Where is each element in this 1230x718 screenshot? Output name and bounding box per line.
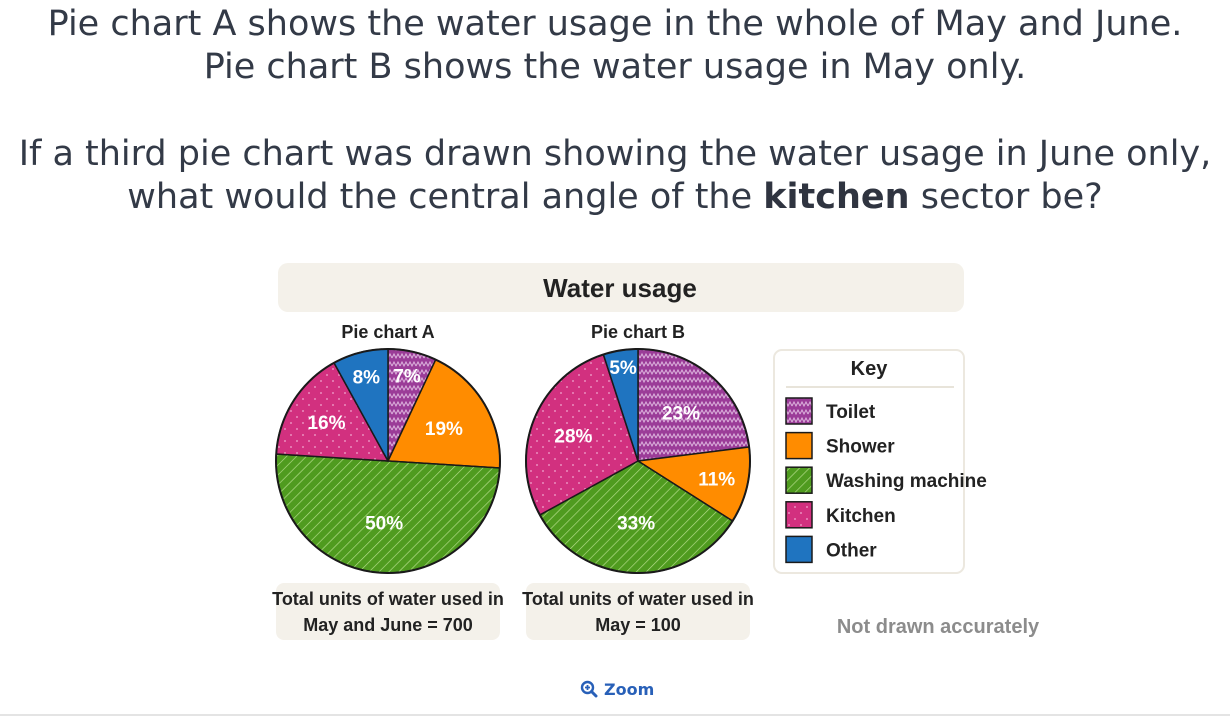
question-line-2: Pie chart B shows the water usage in May…	[203, 47, 1027, 87]
pie-a-label-washing-machine: 50%	[365, 514, 403, 535]
pie-a-outline	[275, 348, 501, 574]
not-drawn-accurately-note: Not drawn accurately	[837, 616, 1040, 638]
question-keyword: kitchen	[763, 177, 910, 217]
pie-b-label-washing-machine: 33%	[617, 514, 655, 535]
title-panel	[278, 263, 964, 312]
pie-b-label-shower: 11%	[698, 470, 735, 491]
question-line-1: Pie chart A shows the water usage in the…	[47, 4, 1183, 44]
pie-a-label-kitchen: 16%	[307, 413, 345, 434]
chart-title: Water usage	[543, 273, 697, 303]
legend-label-other: Other	[826, 540, 877, 561]
pie-b-label-toilet: 23%	[662, 403, 700, 424]
pie-a-caption-line-2: May and June = 700	[303, 615, 473, 635]
bottom-divider	[0, 714, 1230, 716]
legend-label-shower: Shower	[826, 437, 895, 458]
pie-b-title: Pie chart B	[591, 322, 685, 342]
pie-b-caption-line-2: May = 100	[595, 615, 681, 635]
zoom-button[interactable]: Zoom	[580, 678, 654, 700]
pie-b-label-kitchen: 28%	[554, 426, 592, 447]
question-text: what would the central angle of the	[127, 177, 764, 217]
legend-swatch-shower	[785, 431, 813, 460]
legend-box	[773, 349, 965, 574]
pie-b-caption-panel	[526, 583, 750, 640]
legend-swatch-washing-machine	[785, 466, 813, 494]
pie-a-label-toilet: 7%	[393, 367, 421, 388]
legend-swatch-kitchen	[785, 501, 813, 529]
pie-chart-b: 23% 11% 33% 28% 5%	[525, 348, 751, 574]
legend-swatch-other	[785, 535, 813, 564]
pie-a-title: Pie chart A	[341, 322, 434, 342]
legend-label-kitchen: Kitchen	[826, 506, 896, 527]
legend-label-washing-machine: Washing machine	[826, 471, 987, 492]
zoom-in-icon	[580, 680, 598, 698]
legend-title: Key	[851, 358, 889, 380]
question-text-end: sector be?	[909, 177, 1103, 217]
legend-label-toilet: Toilet	[826, 402, 876, 423]
pie-b-label-other: 5%	[609, 358, 637, 379]
pie-a-label-other: 8%	[353, 367, 381, 388]
pie-b-outline	[525, 348, 751, 574]
question-line-3: If a third pie chart was drawn showing t…	[18, 134, 1212, 174]
pie-a-caption-line-1: Total units of water used in	[272, 589, 504, 609]
zoom-label: Zoom	[604, 679, 655, 699]
legend-swatch-toilet	[785, 397, 813, 425]
pie-b-caption-line-1: Total units of water used in	[522, 589, 754, 609]
pie-a-label-shower: 19%	[425, 419, 463, 440]
question-line-4: what would the central angle of the kitc…	[0, 175, 1230, 219]
pie-chart-a: 7% 19% 50% 16% 8%	[275, 348, 501, 574]
legend-items: Toilet Shower Washing machine Kitchen Other	[785, 397, 987, 564]
pie-a-caption-panel	[276, 583, 500, 640]
